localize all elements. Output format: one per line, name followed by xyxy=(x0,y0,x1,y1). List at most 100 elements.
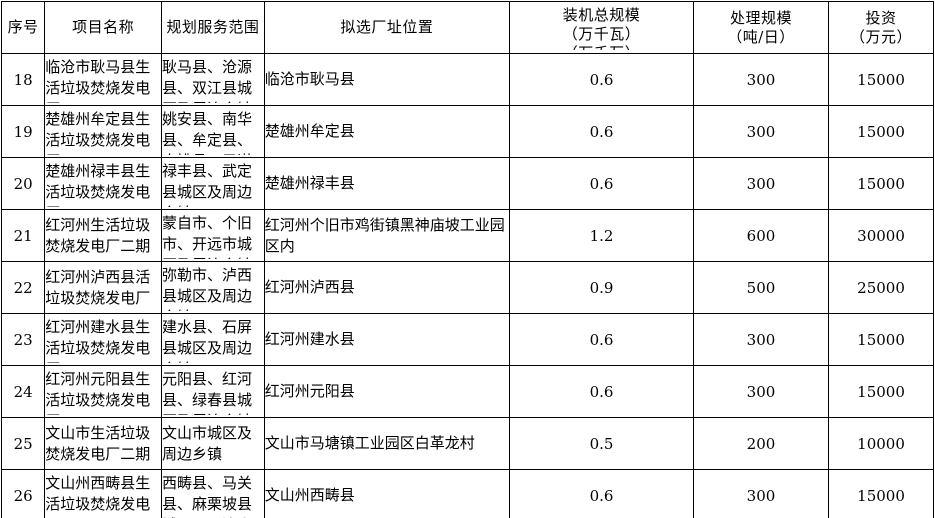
column-header-line: 项目名称 xyxy=(72,18,135,36)
cell-treat: 300 xyxy=(692,53,830,106)
cell-value-treat: 300 xyxy=(746,382,776,401)
column-header-index: 序号 xyxy=(0,1,46,54)
column-header-treat: 处理规模 （吨/日） xyxy=(692,1,830,54)
cell-name: 临沧市耿马县生活垃圾焚烧发电厂 xyxy=(44,53,162,106)
cell-name: 红河州生活垃圾焚烧发电厂二期 xyxy=(44,209,162,262)
cell-index: 20 xyxy=(0,157,46,210)
table-row: 24 红河州元阳县生活垃圾焚烧发电厂元阳县、红河县、绿春县城区及周边乡镇红河州元阳… xyxy=(0,365,934,418)
cell-treat: 200 xyxy=(692,417,830,470)
cell-value-name: 红河州元阳县生活垃圾焚烧发电厂 xyxy=(45,369,151,415)
cell-value-index: 23 xyxy=(13,330,33,349)
cell-value-treat: 500 xyxy=(746,278,776,297)
cell-name: 红河州元阳县生活垃圾焚烧发电厂 xyxy=(44,365,162,418)
cell-capacity: 0.9 xyxy=(509,261,694,314)
cell-value-invest: 15000 xyxy=(857,122,905,141)
column-header-lines: 投资 （万元） xyxy=(830,9,933,47)
cell-capacity: 0.6 xyxy=(509,469,694,518)
cell-invest: 15000 xyxy=(828,365,934,418)
column-header-invest: 投资 （万元） xyxy=(828,1,934,54)
cell-value-site: 楚雄州禄丰县 xyxy=(264,174,355,192)
cell-value-index: 26 xyxy=(13,486,33,505)
column-header-capacity: 装机总规模（万千瓦）（万千瓦） xyxy=(509,1,694,54)
cell-site: 红河州建水县 xyxy=(263,313,511,366)
cell-scope: 西畴县、马关县、麻栗坡县城区及周边乡镇 xyxy=(161,469,265,518)
cell-scope: 建水县、石屏县城区及周边乡镇 xyxy=(161,313,265,366)
cell-invest: 15000 xyxy=(828,313,934,366)
cell-site: 楚雄州禄丰县 xyxy=(263,157,511,210)
cell-value-capacity: 0.6 xyxy=(589,122,614,141)
table-row: 19 楚雄州牟定县生活垃圾焚烧发电厂姚安县、南华县、牟定县、大姚县、元谋县城区及周… xyxy=(0,105,934,158)
cell-value-index: 24 xyxy=(13,382,33,401)
cell-index: 21 xyxy=(0,209,46,262)
cell-value-scope: 西畴县、马关县、麻栗坡县城区及周边乡镇 xyxy=(162,473,253,518)
cell-value-scope: 建水县、石屏县城区及周边乡镇 xyxy=(162,317,253,363)
cell-value-scope: 弥勒市、泸西县城区及周边乡镇 xyxy=(162,265,253,311)
table-body: 18 临沧市耿马县生活垃圾焚烧发电厂耿马县、沧源县、双江县城区及周边乡镇临沧市耿马… xyxy=(0,53,934,518)
cell-value-capacity: 1.2 xyxy=(589,226,614,245)
cell-index: 22 xyxy=(0,261,46,314)
cell-value-scope: 姚安县、南华县、牟定县、大姚县、元谋县城区及周边乡镇 xyxy=(162,109,253,155)
cell-value-scope: 元阳县、红河县、绿春县城区及周边乡镇 xyxy=(162,369,253,415)
cell-value-name: 红河州泸西县活垃圾焚烧发电厂 xyxy=(45,267,151,307)
column-header-lines: 规划服务范围 xyxy=(162,18,263,37)
cell-invest: 10000 xyxy=(828,417,934,470)
column-header-lines: 拟选厂址位置 xyxy=(265,18,508,37)
cell-capacity: 0.6 xyxy=(509,365,694,418)
cell-scope: 禄丰县、武定县城区及周边乡镇 xyxy=(161,157,265,210)
cell-invest: 15000 xyxy=(828,469,934,518)
column-header-lines: 项目名称 xyxy=(46,18,161,37)
cell-value-treat: 300 xyxy=(746,486,776,505)
cell-value-index: 20 xyxy=(13,174,33,193)
cell-index: 24 xyxy=(0,365,46,418)
cell-value-capacity: 0.5 xyxy=(589,434,614,453)
cell-value-treat: 200 xyxy=(746,434,776,453)
column-header-line: 处理规模 xyxy=(729,8,792,27)
cell-capacity: 0.6 xyxy=(509,313,694,366)
cell-name: 红河州泸西县活垃圾焚烧发电厂 xyxy=(44,261,162,314)
cell-value-scope: 禄丰县、武定县城区及周边乡镇 xyxy=(162,161,253,207)
cell-name: 文山州西畴县生活垃圾焚烧发电厂 xyxy=(44,469,162,518)
column-header-line: （万千瓦） xyxy=(512,44,691,50)
cell-value-invest: 15000 xyxy=(857,330,905,349)
cell-value-invest: 15000 xyxy=(857,174,905,193)
table-row: 23 红河州建水县生活垃圾焚烧发电厂建水县、石屏县城区及周边乡镇红河州建水县 0.6… xyxy=(0,313,934,366)
cell-treat: 500 xyxy=(692,261,830,314)
cell-value-invest: 15000 xyxy=(857,70,905,89)
cell-treat: 300 xyxy=(692,105,830,158)
cell-site: 楚雄州牟定县 xyxy=(263,105,511,158)
column-header-line: （万元） xyxy=(850,27,913,46)
cell-value-name: 文山州西畴县生活垃圾焚烧发电厂 xyxy=(45,473,151,518)
cell-site: 红河州个旧市鸡街镇黑神庙坡工业园区内 xyxy=(263,209,511,262)
cell-value-site: 文山市马塘镇工业园区白革龙村 xyxy=(264,434,475,452)
cell-value-name: 临沧市耿马县生活垃圾焚烧发电厂 xyxy=(45,57,151,103)
column-header-line: 拟选厂址位置 xyxy=(340,18,434,36)
cell-value-name: 文山市生活垃圾焚烧发电厂二期 xyxy=(45,423,151,463)
cell-value-site: 红河州建水县 xyxy=(264,330,355,348)
cell-value-capacity: 0.6 xyxy=(589,70,614,89)
cell-capacity: 0.6 xyxy=(509,105,694,158)
cell-scope: 蒙自市、个旧市、开远市城区及周边乡镇 xyxy=(161,209,265,262)
cell-value-site: 文山州西畴县 xyxy=(264,486,355,504)
cell-site: 红河州泸西县 xyxy=(263,261,511,314)
column-header-scope: 规划服务范围 xyxy=(161,1,265,54)
cell-capacity: 0.6 xyxy=(509,157,694,210)
cell-invest: 15000 xyxy=(828,53,934,106)
cell-invest: 15000 xyxy=(828,157,934,210)
cell-site: 红河州元阳县 xyxy=(263,365,511,418)
cell-index: 19 xyxy=(0,105,46,158)
header-row: 序号 项目名称 规划服务范围 拟选厂址位置 装机总规模（万千瓦）（万千瓦）处理规模（吨/… xyxy=(0,1,934,54)
cell-scope: 文山市城区及周边乡镇 xyxy=(161,417,265,470)
cell-value-index: 19 xyxy=(13,122,33,141)
table-header: 序号 项目名称 规划服务范围 拟选厂址位置 装机总规模（万千瓦）（万千瓦）处理规模（吨/… xyxy=(0,1,934,54)
column-header-site: 拟选厂址位置 xyxy=(263,1,511,54)
column-header-line: 序号 xyxy=(7,18,39,36)
cell-value-name: 红河州建水县生活垃圾焚烧发电厂 xyxy=(45,317,151,363)
cell-value-capacity: 0.9 xyxy=(589,278,614,297)
cell-site: 临沧市耿马县 xyxy=(263,53,511,106)
cell-value-site: 红河州元阳县 xyxy=(264,382,355,400)
cell-value-treat: 300 xyxy=(746,70,776,89)
cell-scope: 弥勒市、泸西县城区及周边乡镇 xyxy=(161,261,265,314)
cell-value-invest: 25000 xyxy=(857,278,905,297)
cell-name: 楚雄州牟定县生活垃圾焚烧发电厂 xyxy=(44,105,162,158)
